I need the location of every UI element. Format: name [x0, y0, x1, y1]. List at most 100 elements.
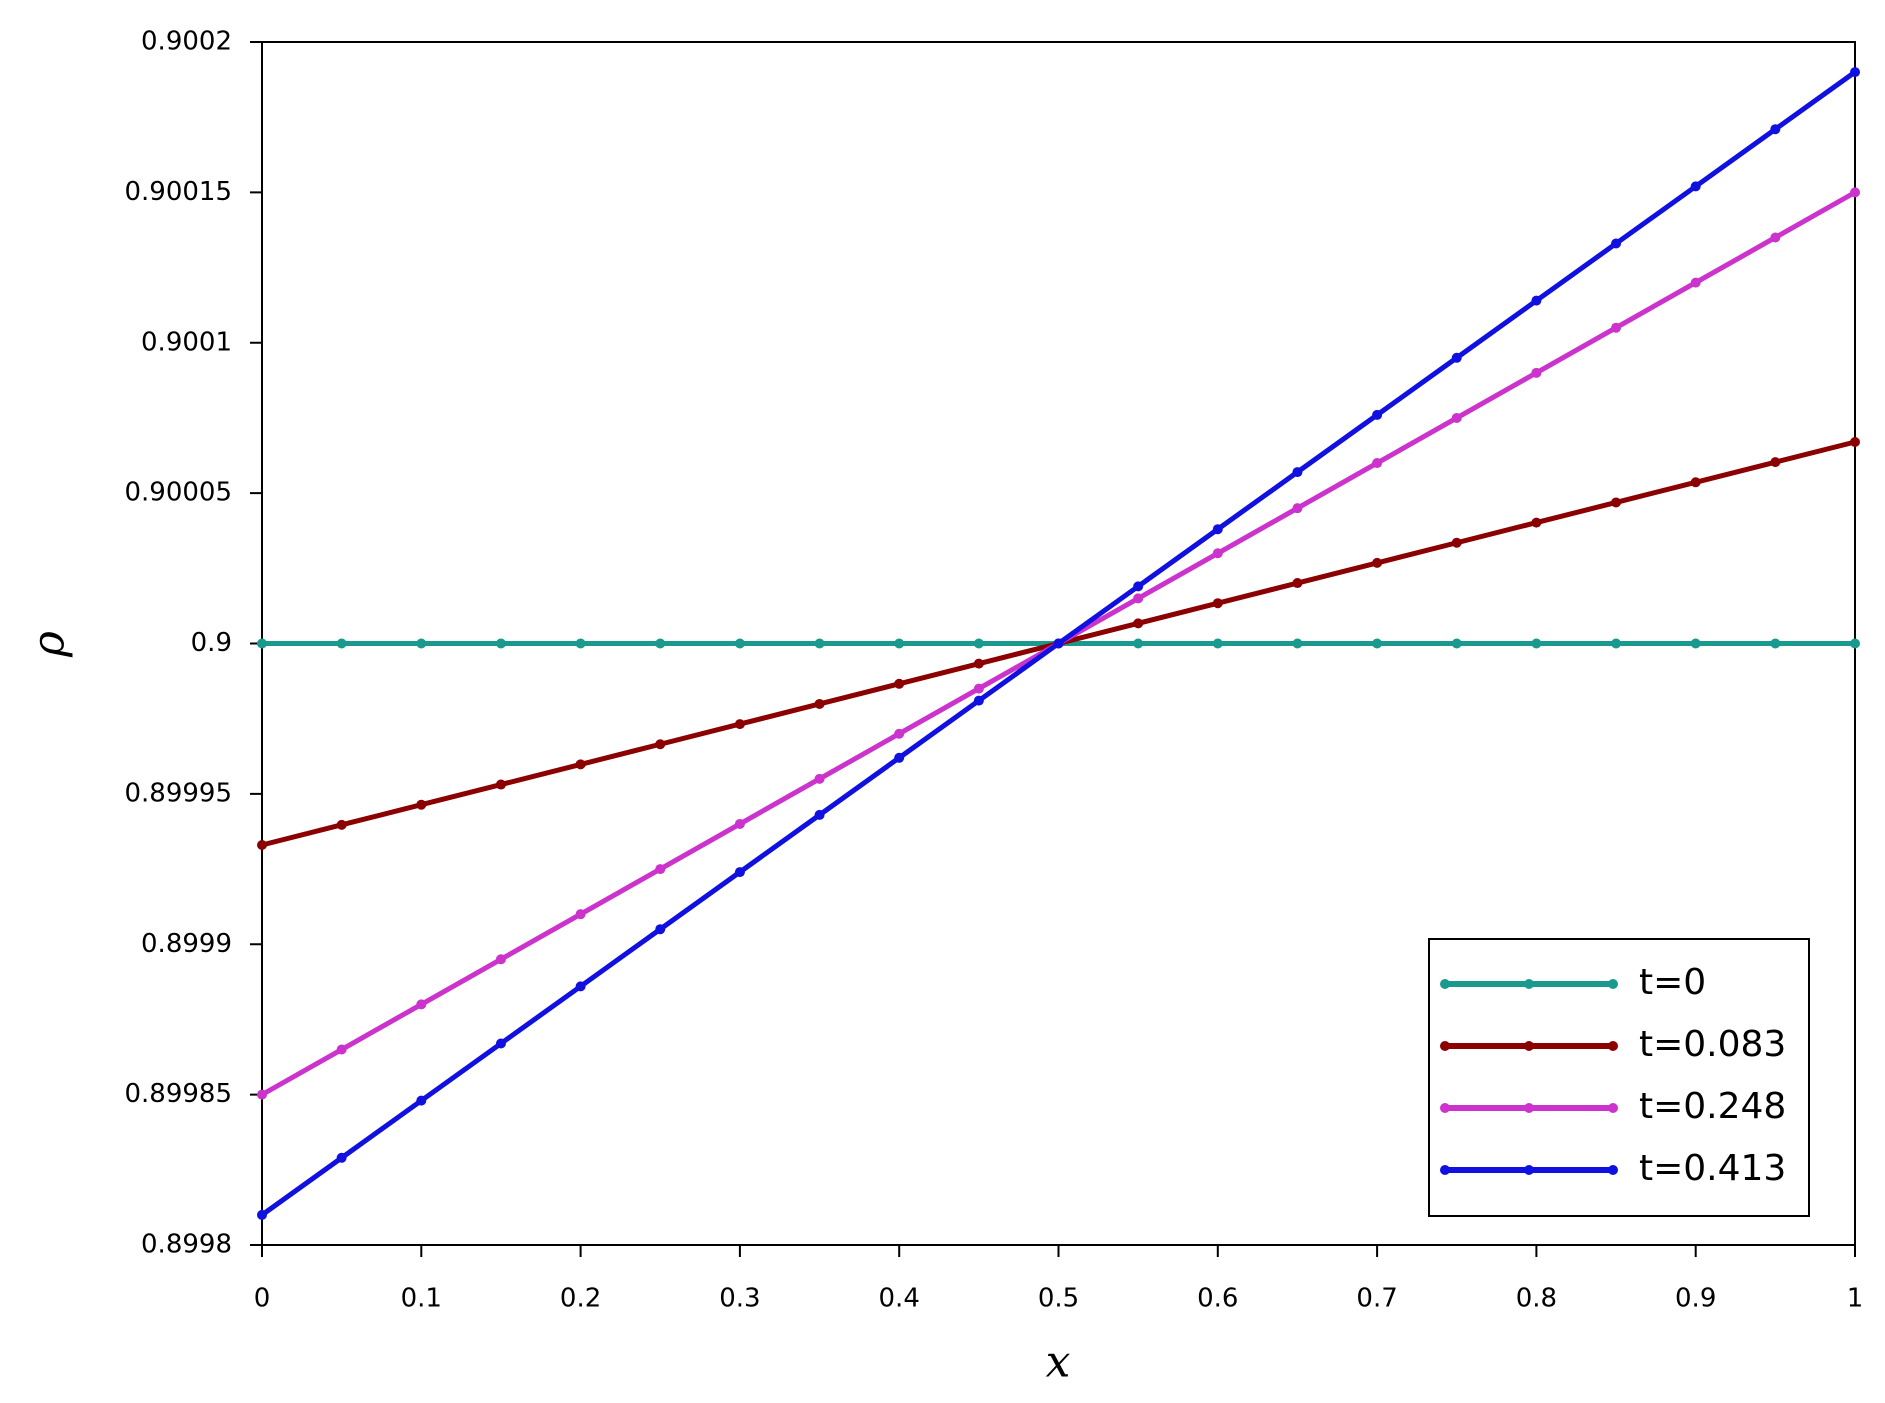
- point: [1212, 548, 1223, 559]
- point: [257, 1089, 267, 1100]
- point: [1372, 409, 1383, 420]
- point: [894, 638, 905, 649]
- point: [734, 638, 745, 649]
- point: [1531, 295, 1542, 306]
- point: [336, 1044, 347, 1055]
- x-tick-label: 0.8: [1516, 1284, 1557, 1314]
- x-tick-label: 0.3: [719, 1284, 760, 1314]
- legend-marker: [1524, 1041, 1534, 1051]
- point: [1531, 367, 1542, 378]
- x-tick-label: 0.5: [1038, 1284, 1079, 1314]
- point: [655, 864, 666, 875]
- point: [973, 638, 984, 649]
- point: [495, 638, 506, 649]
- x-tick-label: 0.4: [879, 1284, 920, 1314]
- point: [973, 658, 984, 669]
- point: [1133, 593, 1144, 604]
- point: [814, 638, 825, 649]
- x-tick-label: 0: [254, 1284, 271, 1314]
- point: [1531, 638, 1542, 649]
- point: [1451, 412, 1462, 423]
- point: [973, 695, 984, 706]
- point: [416, 799, 427, 810]
- y-tick-label: 0.9: [191, 628, 232, 658]
- point: [734, 818, 745, 829]
- point: [1292, 638, 1303, 649]
- point: [1531, 517, 1542, 528]
- point: [1611, 497, 1622, 508]
- point: [495, 779, 506, 790]
- point: [1372, 557, 1383, 568]
- point: [1292, 503, 1303, 514]
- x-tick-label: 0.2: [560, 1284, 601, 1314]
- x-axis-label: x: [1046, 1337, 1071, 1388]
- y-tick-label: 0.89995: [124, 778, 232, 808]
- point: [1850, 436, 1860, 447]
- point: [416, 999, 427, 1010]
- point: [814, 809, 825, 820]
- point: [655, 638, 666, 649]
- point: [575, 981, 586, 992]
- legend-label: t=0: [1639, 962, 1706, 1003]
- point: [1212, 638, 1223, 649]
- point: [1690, 477, 1701, 488]
- y-tick-label: 0.89985: [124, 1079, 232, 1109]
- point: [336, 638, 347, 649]
- y-tick-label: 0.8999: [141, 929, 232, 959]
- point: [1690, 638, 1701, 649]
- point: [1133, 638, 1144, 649]
- legend-marker: [1608, 979, 1618, 989]
- point: [1850, 67, 1860, 78]
- point: [336, 1152, 347, 1163]
- point: [495, 954, 506, 965]
- legend-marker: [1524, 1165, 1534, 1175]
- point: [1690, 277, 1701, 288]
- legend-marker: [1440, 979, 1450, 989]
- point: [1133, 618, 1144, 629]
- legend-marker: [1608, 1103, 1618, 1113]
- x-tick-label: 1: [1847, 1284, 1864, 1314]
- legend-marker: [1608, 1165, 1618, 1175]
- point: [1850, 187, 1860, 198]
- point: [336, 819, 347, 830]
- legend-marker: [1524, 1103, 1534, 1113]
- point: [814, 698, 825, 709]
- legend-label: t=0.413: [1639, 1148, 1786, 1189]
- x-tick-label: 0.1: [401, 1284, 442, 1314]
- point: [1611, 638, 1622, 649]
- x-tick-label: 0.6: [1197, 1284, 1238, 1314]
- y-axis-label: ρ: [24, 631, 75, 658]
- point: [734, 867, 745, 878]
- legend-marker: [1440, 1103, 1450, 1113]
- point: [1451, 638, 1462, 649]
- point: [973, 683, 984, 694]
- x-tick-label: 0.7: [1356, 1284, 1397, 1314]
- point: [734, 719, 745, 730]
- point: [1770, 638, 1781, 649]
- y-tick-label: 0.9002: [141, 27, 232, 57]
- y-tick-label: 0.8998: [141, 1230, 232, 1260]
- point: [1292, 578, 1303, 589]
- point: [1770, 457, 1781, 468]
- point: [655, 924, 666, 935]
- point: [416, 1095, 427, 1106]
- point: [655, 739, 666, 750]
- point: [257, 1209, 267, 1220]
- point: [1212, 524, 1223, 535]
- point: [894, 728, 905, 739]
- point: [1372, 638, 1383, 649]
- point: [575, 638, 586, 649]
- y-tick-label: 0.90005: [124, 478, 232, 508]
- point: [1850, 638, 1860, 649]
- point: [894, 678, 905, 689]
- point: [1770, 232, 1781, 243]
- point: [814, 773, 825, 784]
- point: [257, 840, 267, 851]
- legend-marker: [1440, 1041, 1450, 1051]
- point: [575, 759, 586, 770]
- point: [1770, 124, 1781, 135]
- point: [1690, 181, 1701, 192]
- point: [257, 638, 267, 649]
